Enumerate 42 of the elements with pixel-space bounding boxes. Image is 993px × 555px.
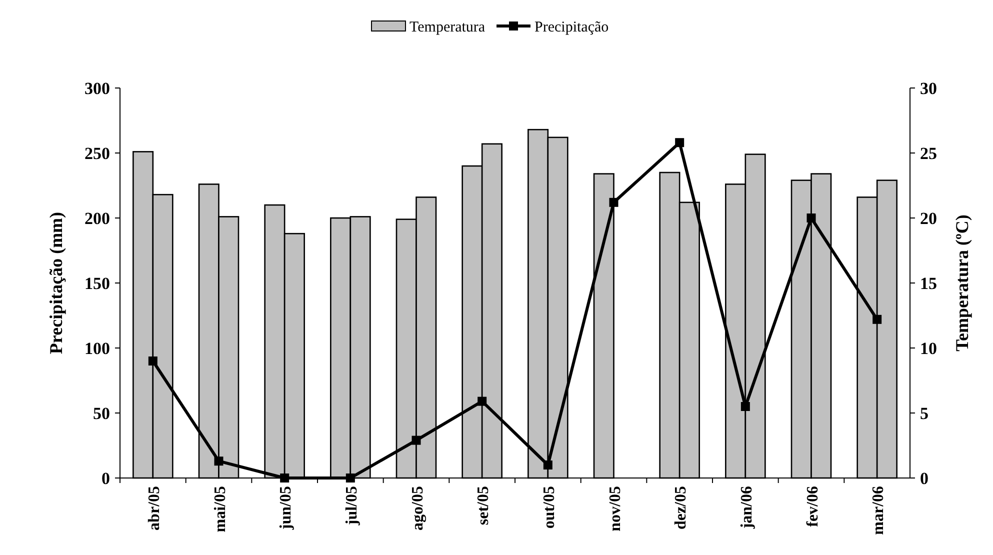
y-tick-label: 50: [93, 404, 110, 423]
point: [609, 198, 618, 207]
y2-tick-label: 15: [920, 274, 937, 293]
y2-tick-label: 25: [920, 144, 937, 163]
y-tick-label: 300: [84, 78, 110, 98]
x-tick-label: mar/06: [870, 486, 888, 535]
legend-label: Precipitação: [534, 19, 609, 36]
point: [740, 402, 750, 411]
x-tick-label: jun/05: [278, 486, 295, 531]
point: [478, 396, 487, 406]
y2-tick-label: 5: [920, 404, 928, 423]
x-tick-label: ago/05: [409, 486, 426, 530]
point: [346, 474, 355, 482]
x-tick-label: nov/05: [606, 486, 624, 532]
y2-tick-label: 20: [920, 208, 937, 228]
y2-tick-label: 30: [920, 78, 937, 98]
legend-label: Temperatura: [410, 19, 486, 36]
point: [148, 356, 158, 366]
x-tick-label: jan/06: [738, 486, 756, 530]
y-tick-label: 150: [84, 274, 110, 293]
y-tick-label: 0: [102, 468, 110, 488]
y-tick-label: 200: [84, 208, 110, 228]
x-tick-label: mai/05: [212, 486, 229, 532]
y-tick-label: 250: [84, 144, 110, 163]
point: [806, 214, 816, 222]
x-tick-label: abr/05: [146, 486, 163, 530]
y-axis-title: Precipitação (mm): [46, 212, 66, 354]
x-tick-label: out/05: [540, 486, 558, 529]
x-tick-label: dez/05: [672, 486, 690, 530]
x-tick-label: jul/05: [343, 486, 360, 526]
point: [872, 314, 882, 324]
x-tick-label: set/05: [475, 486, 492, 526]
x-tick-label: fev/06: [804, 486, 822, 527]
y2-tick-label: 10: [920, 338, 937, 358]
point: [412, 436, 421, 445]
point: [214, 456, 224, 466]
y-tick-label: 100: [84, 338, 110, 358]
point: [675, 138, 684, 148]
y2-axis-title: Temperatura (ºC): [952, 214, 972, 352]
y2-tick-label: 0: [920, 468, 928, 488]
point: [280, 474, 290, 482]
point: [543, 460, 552, 470]
